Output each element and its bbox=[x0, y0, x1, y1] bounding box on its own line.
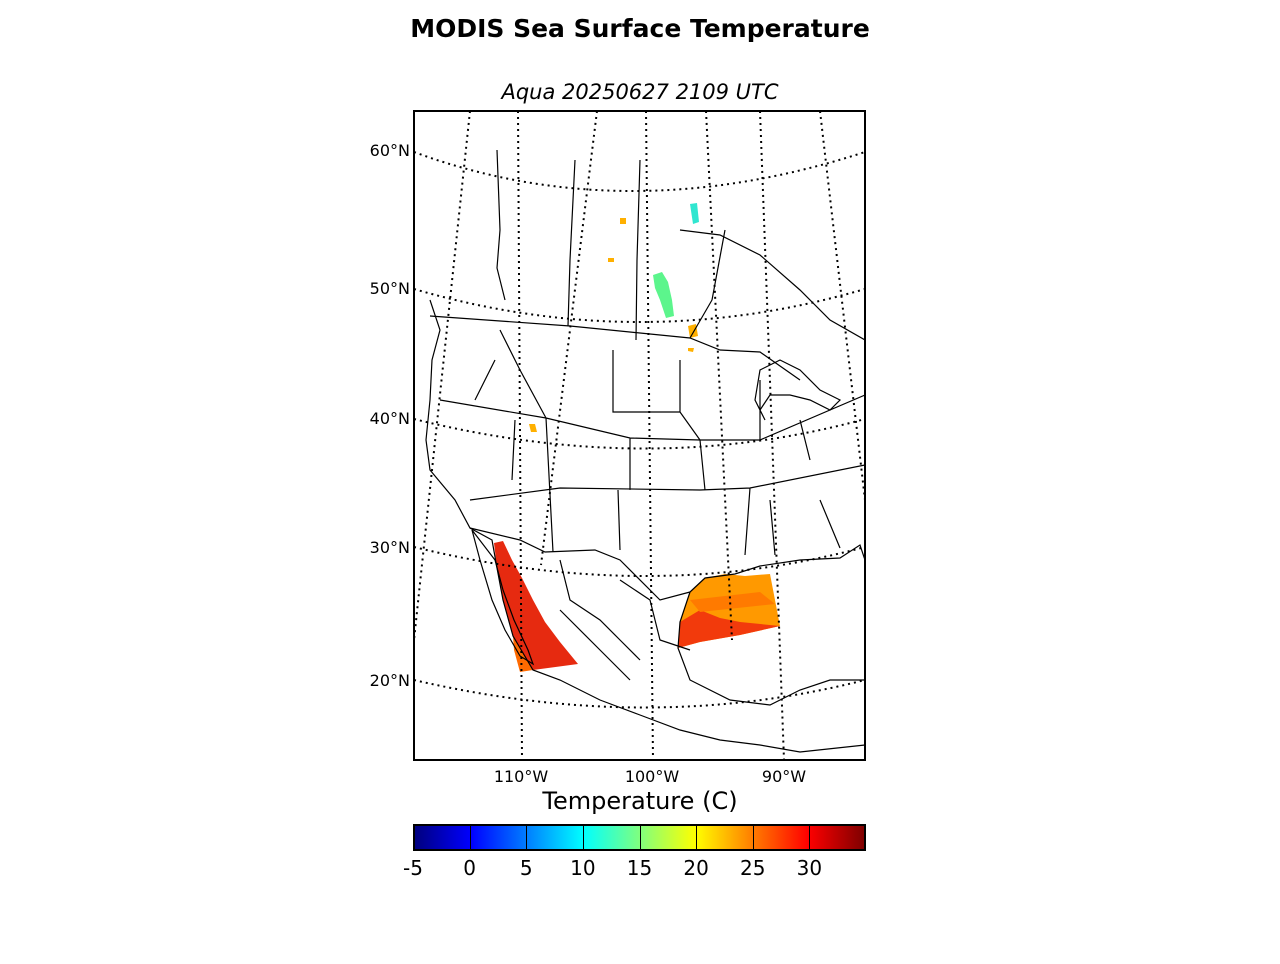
colorbar-tick-mark bbox=[752, 824, 754, 851]
lat-label-40n: 40°N bbox=[369, 409, 410, 428]
sst-lake-winnipegosis bbox=[690, 203, 699, 224]
sst-small-lakes bbox=[529, 218, 698, 432]
us-canada-border bbox=[429, 315, 801, 381]
lon-label-90w: 90°W bbox=[761, 767, 807, 786]
parallel-60n bbox=[414, 151, 865, 192]
great-lakes bbox=[754, 359, 842, 421]
lon-label-100w: 100°W bbox=[624, 767, 680, 786]
us-mexico-border bbox=[469, 527, 691, 601]
colorbar-label: Temperature (C) bbox=[542, 787, 738, 815]
sst-gulf-of-california bbox=[494, 541, 578, 670]
lat-label-20n: 20°N bbox=[369, 671, 410, 690]
colorbar-tick-label: 30 bbox=[796, 856, 823, 880]
colorbar-tick-mark bbox=[696, 824, 698, 851]
colorbar-tick-label: 0 bbox=[463, 856, 476, 880]
colorbar-tick-label: 20 bbox=[683, 856, 709, 880]
sst-gulf-coastal-warm bbox=[678, 610, 780, 648]
baja-california bbox=[471, 529, 535, 666]
meridian-100w bbox=[645, 111, 654, 760]
map-subtitle: Aqua 20250627 2109 UTC bbox=[501, 80, 779, 104]
lon-label-110w: 110°W bbox=[493, 767, 549, 786]
colorbar-tick-mark bbox=[809, 824, 811, 851]
lat-label-30n: 30°N bbox=[369, 538, 410, 557]
meridian-105w bbox=[540, 111, 598, 566]
colorbar-tick-label: 25 bbox=[740, 856, 766, 880]
canada-lakes-coast bbox=[679, 229, 865, 341]
colorbar-tick-mark bbox=[526, 824, 528, 851]
canada-province-lines bbox=[496, 149, 726, 341]
colorbar-tick-mark bbox=[582, 824, 584, 851]
gulf-coastline bbox=[689, 544, 865, 593]
colorbar-tick-label: 10 bbox=[570, 856, 596, 880]
sst-gulf-band bbox=[690, 592, 775, 612]
meridian-120w bbox=[414, 111, 471, 641]
colorbar-tick-label: 5 bbox=[519, 856, 533, 880]
sst-data-layer bbox=[494, 203, 780, 672]
figure-title: MODIS Sea Surface Temperature bbox=[410, 14, 870, 43]
lat-label-50n: 50°N bbox=[369, 279, 410, 298]
mexico-gulf-coast bbox=[677, 591, 865, 706]
mexico-state-lines bbox=[559, 559, 691, 681]
us-state-lines bbox=[439, 329, 865, 556]
map-background bbox=[414, 111, 865, 760]
map-frame bbox=[413, 110, 866, 761]
meridian-110w bbox=[517, 111, 523, 760]
colorbar-tick-mark bbox=[413, 824, 414, 851]
colorbar-tick-label: 15 bbox=[626, 856, 653, 880]
pacific-coastline bbox=[425, 299, 865, 753]
colorbar-tick-mark bbox=[469, 824, 471, 851]
parallel-50n bbox=[414, 288, 865, 323]
sst-lake-winnipeg bbox=[653, 272, 674, 318]
colorbar-tick-mark bbox=[639, 824, 641, 851]
lat-label-60n: 60°N bbox=[369, 141, 410, 160]
coastlines-and-borders bbox=[425, 149, 865, 753]
meridian-95w bbox=[705, 111, 733, 641]
colorbar-tick-label: -5 bbox=[403, 856, 423, 880]
